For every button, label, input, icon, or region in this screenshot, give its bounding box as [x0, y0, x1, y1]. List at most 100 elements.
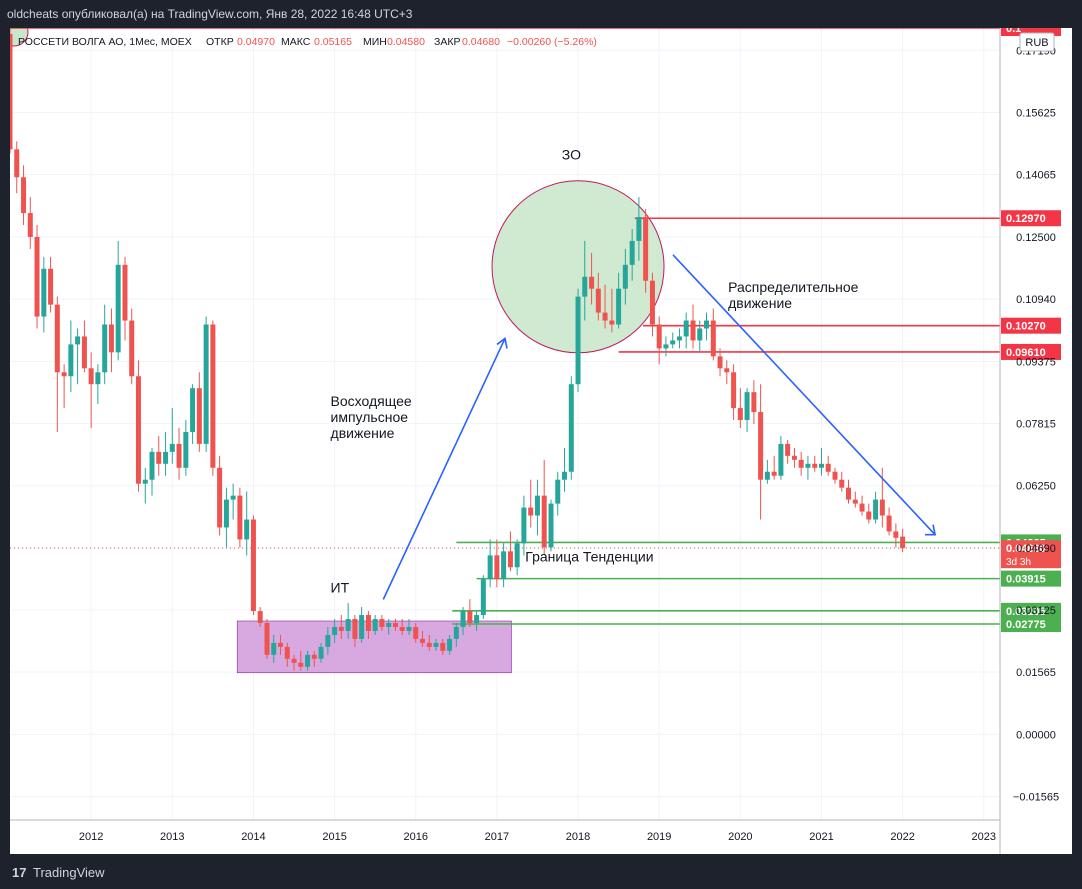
footer-bar: 17 TradingView: [0, 856, 1082, 889]
chart-area[interactable]: 0.10.129700.102700.096100.048250.039150.…: [10, 28, 1072, 854]
candle-body: [521, 507, 527, 544]
candle-body: [568, 384, 574, 472]
candle-body: [379, 619, 385, 627]
candle-body: [14, 149, 20, 178]
candle-body: [771, 471, 777, 476]
legend-low-value: 0.04580: [387, 36, 425, 48]
candle-body: [95, 372, 101, 385]
candle-body: [751, 392, 757, 413]
candle-body: [169, 443, 175, 452]
candle-body: [365, 615, 371, 631]
candle-body: [602, 312, 608, 321]
candle-body: [217, 467, 223, 528]
price-tick-label: 0.12500: [1016, 232, 1056, 244]
candle-body: [129, 320, 135, 377]
candle-body: [433, 642, 439, 647]
candle-body: [142, 479, 148, 484]
price-tick-label: 0.00000: [1016, 729, 1056, 741]
candle-body: [419, 638, 425, 643]
candle-body: [467, 611, 473, 623]
candle-body: [359, 615, 365, 639]
candle-body: [764, 471, 770, 480]
time-tick-label: 2013: [160, 831, 184, 843]
annotation-zones: [10, 28, 665, 674]
candle-body: [284, 646, 290, 659]
currency-badge[interactable]: RUB: [1019, 32, 1055, 52]
distribution-arrow-head: [925, 524, 937, 536]
candle-body: [108, 324, 114, 353]
level-price-tag: [1001, 570, 1061, 587]
candle-body: [68, 344, 74, 377]
candle-body: [818, 463, 824, 468]
currency-badge-text: RUB: [1025, 37, 1048, 49]
candle-body: [223, 499, 229, 528]
time-tick-label: 2015: [322, 831, 346, 843]
candle-body: [534, 495, 540, 516]
candle-body: [250, 519, 256, 612]
level-price-tag-label: 0.03915: [1006, 574, 1046, 586]
candle-body: [338, 626, 344, 631]
time-tick-label: 2021: [809, 831, 833, 843]
candle-body: [656, 324, 662, 349]
candle-body: [663, 344, 669, 349]
candle-body: [305, 654, 311, 667]
candle-body: [609, 320, 615, 325]
price-axis[interactable]: 0.171900.156250.140650.125000.109400.093…: [999, 28, 1059, 854]
candle-body: [670, 340, 676, 345]
last-price-tag: [1001, 540, 1061, 569]
candlestick-chart[interactable]: 0.10.129700.102700.096100.048250.039150.…: [10, 28, 1072, 854]
candle-body: [737, 408, 743, 421]
distribution-arrow-line: [672, 254, 936, 536]
candle-body: [697, 328, 703, 341]
candle-body: [866, 511, 872, 520]
price-tick-label: 0.14065: [1016, 170, 1056, 182]
candle-body: [758, 412, 764, 480]
candle-body: [271, 642, 277, 655]
candle-body: [332, 626, 338, 635]
time-tick-label: 2014: [241, 831, 265, 843]
level-price-tag-label: 0.03105: [1006, 606, 1046, 618]
legend-low-label: МИН: [363, 36, 387, 48]
candle-body: [176, 443, 182, 468]
last-price-countdown: 3d 3h: [1006, 557, 1031, 568]
candle-body: [474, 615, 480, 623]
price-tick-label: 0.03125: [1016, 605, 1056, 617]
candle-body: [744, 392, 750, 421]
candle-body: [81, 336, 87, 369]
impulse-label-line: импульсное: [331, 409, 409, 425]
time-tick-label: 2022: [890, 831, 914, 843]
time-tick-label: 2019: [647, 831, 671, 843]
candle-body: [683, 320, 689, 337]
candle-body: [399, 626, 405, 631]
time-tick-label: 2018: [566, 831, 590, 843]
candle-body: [27, 213, 33, 237]
impulse-arrow-head: [496, 337, 508, 349]
candle-body: [386, 622, 392, 627]
trend-border-label: Граница Тенденции: [525, 548, 653, 564]
candle-body: [798, 459, 804, 468]
time-tick-label: 2012: [79, 831, 103, 843]
candle-body: [196, 388, 202, 444]
candle-body: [852, 499, 858, 504]
candle-body: [636, 217, 642, 241]
candle-body: [447, 638, 453, 651]
legend-open-value: 0.04970: [237, 36, 275, 48]
candle-body: [54, 304, 60, 373]
time-tick-label: 2016: [403, 831, 427, 843]
time-axis[interactable]: 2012 2013 2014 2015 2016 2017 2018 2019 2020 2021…: [10, 819, 1000, 843]
candle-body: [649, 280, 655, 325]
candle-body: [203, 324, 209, 444]
candle-body: [372, 619, 378, 631]
candle-body: [392, 622, 398, 627]
legend-high-label: МАКС: [281, 36, 311, 48]
level-price-tag-label: 0.12970: [1006, 213, 1046, 225]
candle-body: [845, 487, 851, 500]
candle-body: [88, 368, 94, 385]
candle-body: [555, 479, 561, 504]
annotation-labels: ИТЗОВосходящееимпульсноедвижениеРаспреде…: [331, 146, 859, 595]
candle-body: [507, 551, 513, 568]
time-tick-label: 2017: [485, 831, 509, 843]
candle-body: [778, 443, 784, 476]
candle-body: [298, 662, 304, 667]
trend-arrows: [382, 254, 937, 600]
